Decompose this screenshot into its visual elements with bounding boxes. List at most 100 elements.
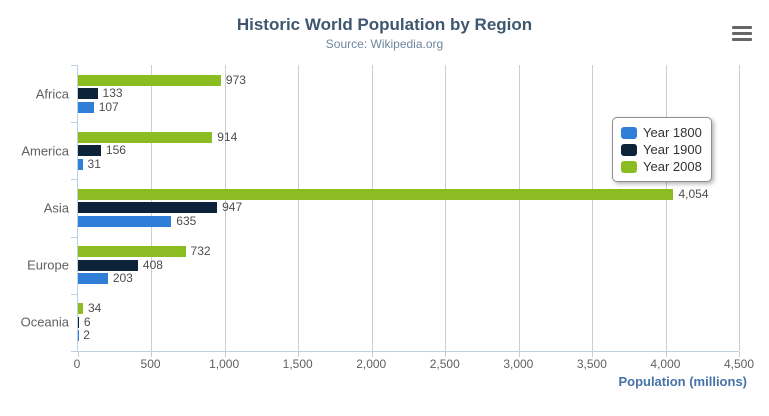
y-axis-tick [71, 179, 78, 181]
gridline [592, 65, 594, 351]
hamburger-icon [732, 38, 752, 41]
data-label: 203 [112, 271, 133, 286]
category-label: Africa [35, 86, 69, 102]
x-axis-tick-label: 500 [140, 357, 161, 371]
hamburger-icon [732, 32, 752, 35]
bar-america-year-1800[interactable] [78, 158, 83, 170]
gridline [518, 65, 520, 351]
data-label: 408 [142, 257, 163, 272]
legend-label: Year 1800 [643, 125, 702, 140]
data-label: 107 [98, 99, 119, 114]
data-label: 973 [225, 72, 246, 87]
legend: Year 1800 Year 1900 Year 2008 [612, 117, 712, 182]
x-axis-tick [78, 352, 79, 357]
bar-africa-year-2008[interactable] [78, 74, 221, 86]
bar-oceania-year-1900[interactable] [78, 316, 79, 328]
data-label: 6 [83, 314, 91, 329]
data-label: 4,054 [678, 186, 709, 201]
gridline [665, 65, 667, 351]
bar-line: 732 [78, 245, 739, 258]
category-label: America [21, 143, 69, 159]
x-axis-tick-label: 4,000 [650, 357, 681, 371]
category-row-america: America 914 156 31 [21, 122, 739, 179]
data-label: 31 [87, 156, 101, 171]
chart-subtitle: Source: Wikipedia.org [325, 37, 444, 51]
legend-label: Year 2008 [643, 159, 702, 174]
bar-asia-year-2008[interactable] [78, 188, 674, 200]
bar-line: 203 [78, 271, 739, 286]
x-axis-tick-label: 3,500 [576, 357, 607, 371]
x-axis-tick-label: 4,500 [723, 357, 755, 371]
bar-line: 6 [78, 314, 739, 329]
data-label: 156 [105, 143, 126, 158]
bar-africa-year-1900[interactable] [78, 88, 98, 100]
x-axis-tick-label: 1,500 [282, 357, 313, 371]
bar-america-year-1900[interactable] [78, 145, 101, 157]
legend-symbol [621, 160, 637, 173]
x-axis-tick-label: 2,500 [429, 357, 460, 371]
bar-line: 156 [78, 143, 739, 158]
gridline [298, 65, 300, 351]
legend-symbol [621, 143, 637, 156]
bar-line: 914 [78, 129, 739, 144]
x-axis-tick [592, 352, 594, 357]
hamburger-icon [732, 26, 752, 29]
x-axis-labels: 0 500 1,000 1,500 2,000 2,500 3,000 3,500 4,000 4… [73, 357, 754, 372]
bar-line: 107 [78, 99, 739, 114]
x-axis-tick [151, 352, 153, 357]
bar-asia-year-1800[interactable] [78, 215, 172, 227]
category-row-oceania: Oceania 34 6 2 [21, 294, 739, 351]
bar-oceania-year-2008[interactable] [78, 303, 83, 315]
data-label: 34 [87, 301, 102, 316]
legend-item-year-2008[interactable]: Year 2008 [621, 158, 702, 175]
bar-europe-year-1800[interactable] [78, 273, 108, 285]
bar-america-year-2008[interactable] [78, 131, 213, 143]
legend-symbol [621, 126, 637, 139]
gridline [371, 65, 373, 351]
x-axis-tick [739, 352, 740, 357]
chart-title: Historic World Population by Region [236, 15, 533, 34]
x-axis-tick [445, 352, 447, 357]
y-axis-tick [71, 351, 78, 352]
data-label: 914 [217, 129, 238, 144]
bar-line: 34 [78, 301, 739, 316]
export-menu-button[interactable] [732, 26, 752, 41]
legend-item-year-1900[interactable]: Year 1900 [621, 141, 702, 158]
data-label: 947 [222, 200, 243, 215]
data-label: 635 [176, 213, 197, 228]
x-axis-tick-label: 3,000 [503, 357, 534, 371]
bar-line: 408 [78, 257, 739, 272]
legend-label: Year 1900 [643, 142, 702, 157]
legend-item-year-1800[interactable]: Year 1800 [621, 124, 702, 141]
bar-africa-year-1800[interactable] [78, 101, 94, 113]
bar-line: 31 [78, 156, 739, 171]
x-axis-tick [224, 352, 226, 357]
bar-line: 4,054 [78, 186, 739, 201]
data-label: 2 [83, 328, 90, 343]
gridline [445, 65, 447, 351]
bar-europe-year-1900[interactable] [78, 259, 138, 271]
category-label: Europe [27, 257, 69, 273]
data-label: 133 [102, 86, 123, 101]
bar-europe-year-2008[interactable] [78, 246, 186, 258]
x-axis-tick-label: 0 [73, 357, 81, 371]
bar-line: 133 [78, 86, 739, 101]
x-axis-tick [298, 352, 300, 357]
x-axis-tick-label: 2,000 [356, 357, 387, 371]
category-row-asia: Asia 4,054 947 635 [44, 179, 739, 236]
category-row-africa: Africa 973 133 107 [36, 65, 739, 122]
plot-area: Africa 973 133 107 America 914 156 31 Asia 4,054 9… [21, 65, 740, 357]
x-axis-tick [665, 352, 667, 357]
y-axis-tick [71, 65, 78, 66]
gridline [224, 65, 226, 351]
x-axis-tick [518, 352, 520, 357]
x-axis-title: Population (millions) [618, 374, 747, 389]
bar-asia-year-1900[interactable] [78, 202, 218, 214]
bar-line: 2 [78, 328, 739, 343]
gridline [739, 65, 740, 351]
y-axis-tick [71, 236, 78, 238]
category-label: Asia [43, 200, 69, 216]
bar-line: 635 [78, 213, 739, 228]
x-axis-tick [371, 352, 373, 357]
